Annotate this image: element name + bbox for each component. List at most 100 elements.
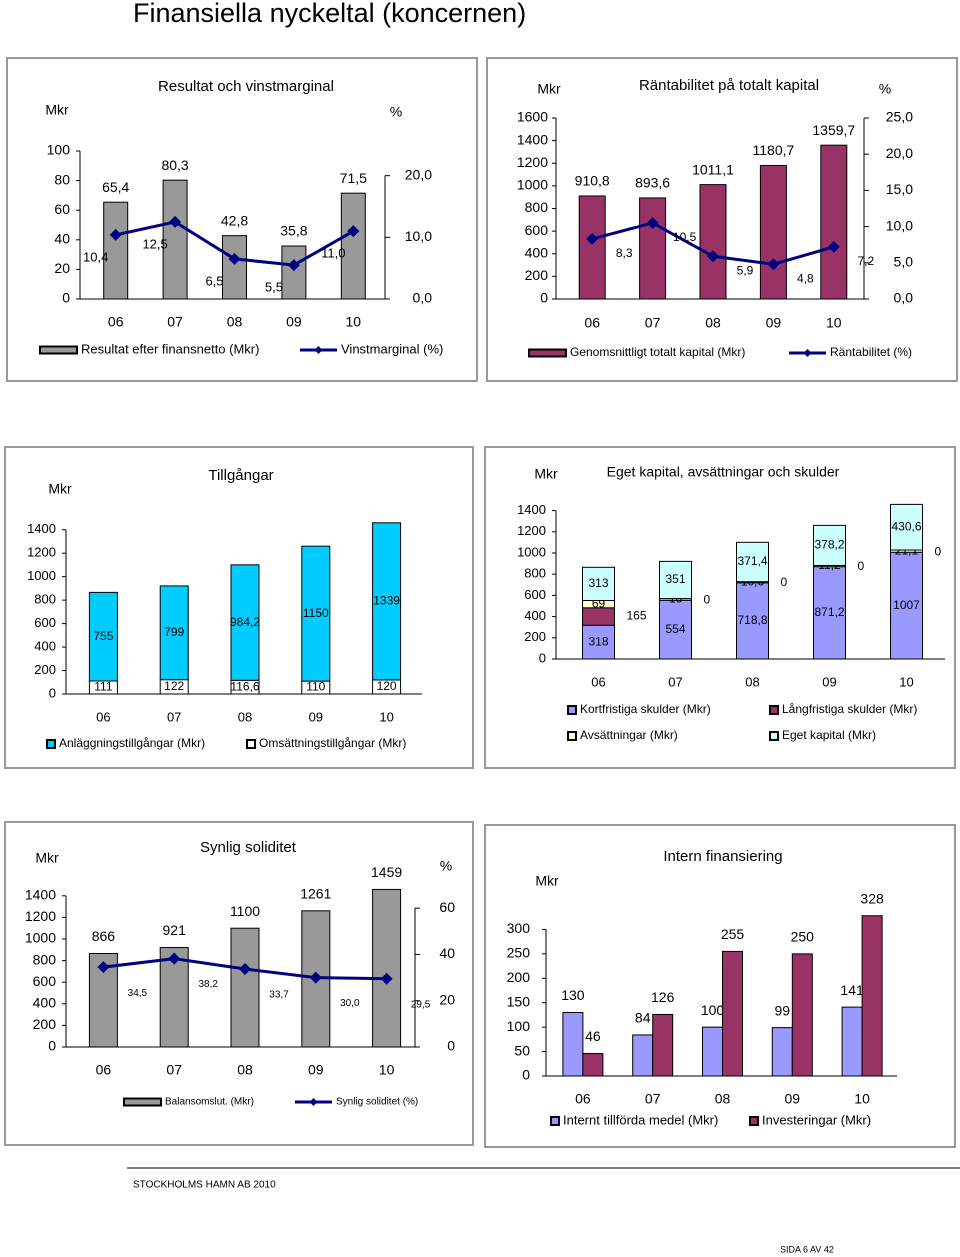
bar-segment xyxy=(736,582,769,660)
chart-title: Synlig soliditet xyxy=(200,839,297,856)
x-tick-label: 06 xyxy=(591,674,605,689)
x-tick-label: 10 xyxy=(346,314,362,330)
legend-label: Avsättningar (Mkr) xyxy=(580,728,678,742)
marker xyxy=(309,971,322,984)
y-tick-label: 0 xyxy=(49,685,56,700)
data-label: 71,5 xyxy=(340,170,367,186)
data-label: 1261 xyxy=(300,886,331,902)
y-tick-label: 1000 xyxy=(25,930,56,946)
data-label: 141 xyxy=(840,982,864,998)
y-tick-label: 0 xyxy=(62,290,70,306)
y-tick-label: 600 xyxy=(524,587,546,602)
bar xyxy=(791,953,813,1077)
data-label: 799 xyxy=(164,625,184,639)
marker xyxy=(380,972,393,985)
bar-segment xyxy=(659,560,692,600)
x-tick-label: 07 xyxy=(645,315,661,331)
y2-tick-label: 20 xyxy=(439,991,455,1007)
data-label: 1459 xyxy=(371,864,402,880)
y-tick-label: 400 xyxy=(524,608,546,623)
y2-tick-label: 10,0 xyxy=(405,228,432,244)
y2-tick-label: 25,0 xyxy=(886,109,913,125)
bar xyxy=(578,195,606,300)
data-label: 165 xyxy=(627,609,647,623)
y2-axis-label: % xyxy=(390,104,402,120)
marker xyxy=(767,258,780,271)
y2-tick-label: 20,0 xyxy=(405,166,432,182)
data-label: 0 xyxy=(704,592,711,606)
y2-axis-label: % xyxy=(879,81,891,97)
x-tick-label: 06 xyxy=(108,314,124,330)
legend-label: Anläggningstillgångar (Mkr) xyxy=(59,736,205,750)
legend-label: Internt tillförda medel (Mkr) xyxy=(563,1112,718,1127)
legend-swatch xyxy=(39,345,78,355)
legend-swatch xyxy=(550,1116,560,1126)
legend-label: Genomsnittligt totalt kapital (Mkr) xyxy=(570,345,745,359)
data-label: 371,4 xyxy=(737,554,767,568)
x-tick-label: 09 xyxy=(822,674,836,689)
data-label: 893,6 xyxy=(635,175,670,191)
y2-tick-label: 0,0 xyxy=(413,290,433,306)
bar xyxy=(652,1013,674,1077)
panel xyxy=(6,57,478,382)
data-label: 99 xyxy=(775,1002,791,1018)
data-label: 430,6 xyxy=(891,519,921,533)
data-label: 8,3 xyxy=(616,246,633,260)
data-label: 84 xyxy=(635,1010,651,1026)
data-label: 984,2 xyxy=(230,615,260,629)
y-tick-label: 1000 xyxy=(517,177,548,193)
y-tick-label: 200 xyxy=(33,1016,57,1032)
y-tick-label: 0 xyxy=(48,1038,56,1054)
y-axis-label: Mkr xyxy=(35,850,59,866)
x-tick-label: 06 xyxy=(96,709,110,724)
bar xyxy=(230,927,260,1048)
marker xyxy=(169,215,182,228)
legend-swatch xyxy=(528,348,567,358)
y-tick-label: 600 xyxy=(34,615,56,630)
y-tick-label: 1200 xyxy=(27,545,56,560)
data-label: 116,6 xyxy=(230,679,259,693)
data-label: 255 xyxy=(721,926,745,942)
marker xyxy=(287,259,300,272)
data-label: 866 xyxy=(92,928,116,944)
legend-swatch xyxy=(567,705,577,715)
bar-segment xyxy=(159,585,189,681)
bar xyxy=(222,235,247,300)
data-label: 38,2 xyxy=(198,979,218,990)
bar xyxy=(722,950,743,1077)
data-label: 718,8 xyxy=(737,613,767,627)
bar xyxy=(699,184,727,300)
data-label: 65,4 xyxy=(102,179,129,195)
data-label: 110 xyxy=(306,680,325,694)
y-tick-label: 40 xyxy=(54,231,70,247)
data-label: 4,8 xyxy=(797,271,814,285)
y-tick-label: 400 xyxy=(34,639,56,654)
y-tick-label: 150 xyxy=(507,993,531,1009)
chart-title: Resultat och vinstmarginal xyxy=(158,78,334,95)
data-label: 0 xyxy=(781,575,788,589)
y-tick-label: 1400 xyxy=(27,521,56,536)
bar xyxy=(820,144,848,300)
y-tick-label: 1400 xyxy=(517,502,546,517)
x-tick-label: 08 xyxy=(745,674,759,689)
data-label: 0 xyxy=(858,559,865,573)
chart-title: Eget kapital, avsättningar och skulder xyxy=(607,464,840,480)
data-label: 1339 xyxy=(373,594,400,608)
panel xyxy=(484,446,956,769)
y-tick-label: 600 xyxy=(33,973,57,989)
legend-label: Synlig soliditet (%) xyxy=(336,1097,418,1108)
x-tick-label: 10 xyxy=(826,315,842,331)
y-tick-label: 250 xyxy=(507,945,531,961)
bar-segment xyxy=(813,524,846,566)
y2-tick-label: 0 xyxy=(447,1038,455,1054)
y-tick-label: 1600 xyxy=(517,109,548,125)
data-label: 10,5 xyxy=(673,230,697,244)
data-label: 1011,1 xyxy=(692,161,734,177)
data-label: 0 xyxy=(935,544,942,558)
marker xyxy=(827,240,840,253)
y2-tick-label: 5,0 xyxy=(894,254,914,270)
chart-title: Räntabilitet på totalt kapital xyxy=(639,77,819,94)
x-tick-label: 09 xyxy=(308,1062,324,1078)
chart-title: Tillgångar xyxy=(208,467,273,484)
